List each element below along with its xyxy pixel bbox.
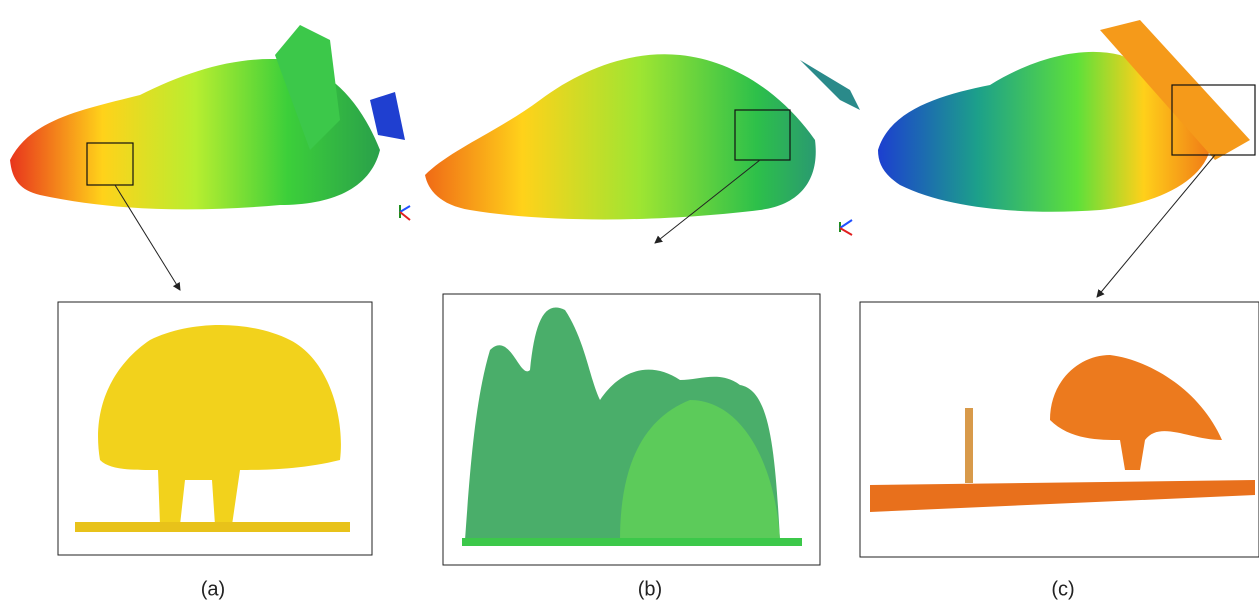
panel-a: (a)	[10, 25, 410, 600]
point-cloud	[800, 60, 860, 110]
axes-icon	[840, 228, 852, 235]
ground	[75, 522, 350, 532]
ground	[462, 538, 802, 546]
panel-label: (a)	[201, 578, 225, 600]
panel-label: (b)	[638, 578, 662, 600]
pole	[965, 408, 973, 483]
panel-b: (b)	[425, 54, 860, 600]
point-cloud	[370, 92, 405, 140]
panel-c: (c)	[860, 20, 1259, 600]
panel-label: (c)	[1051, 578, 1074, 600]
axes-icon	[400, 212, 410, 220]
axes-icon	[840, 220, 852, 228]
point-cloud	[425, 54, 816, 219]
axes-icon	[400, 206, 410, 212]
figure: (a) (b) (c)	[0, 0, 1259, 601]
